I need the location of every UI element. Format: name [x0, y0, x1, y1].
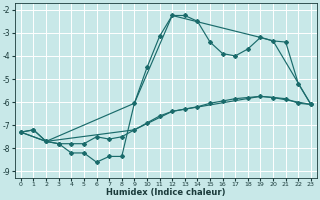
X-axis label: Humidex (Indice chaleur): Humidex (Indice chaleur) [106, 188, 226, 197]
